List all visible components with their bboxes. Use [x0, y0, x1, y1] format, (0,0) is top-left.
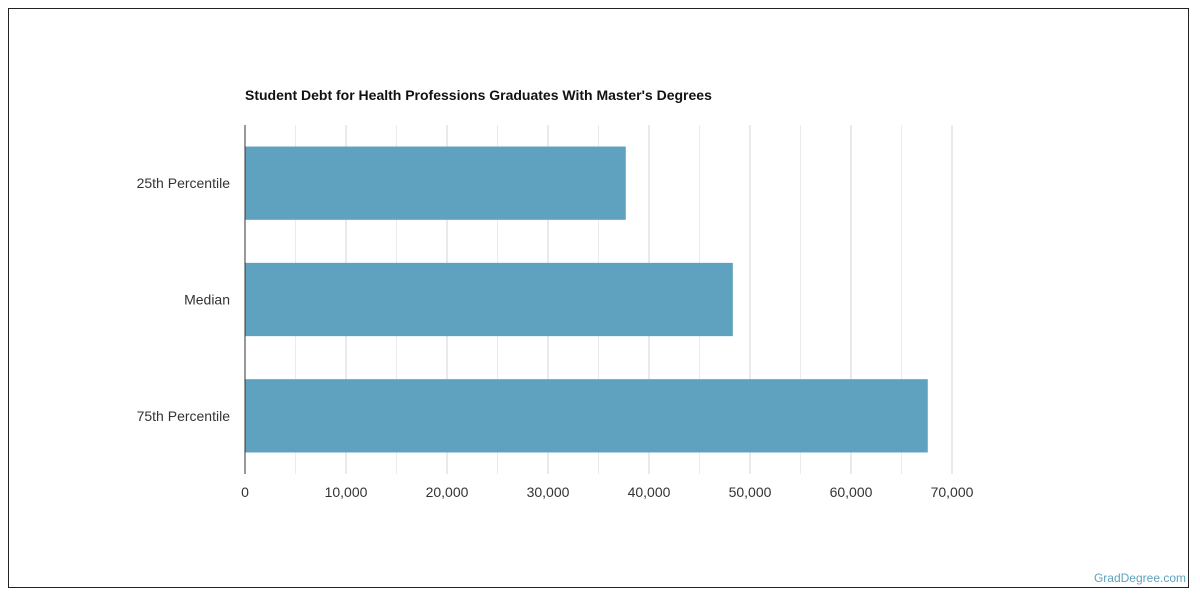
bar	[245, 146, 626, 220]
bar-layer	[245, 146, 928, 453]
category-label: 75th Percentile	[137, 408, 231, 424]
x-tick-label: 0	[241, 484, 249, 500]
bar	[245, 262, 733, 337]
bar-chart: 0 10,000 20,000 30,000 40,000 50,000 60,000 70,…	[137, 87, 1186, 585]
category-label: 25th Percentile	[137, 175, 231, 191]
x-tick-label: 50,000	[729, 484, 772, 500]
bar	[245, 379, 928, 453]
watermark-text[interactable]: GradDegree.com	[1094, 571, 1186, 585]
x-tick-label: 10,000	[325, 484, 368, 500]
category-label: Median	[184, 292, 230, 308]
x-tick-label: 40,000	[628, 484, 671, 500]
chart-frame: 0 10,000 20,000 30,000 40,000 50,000 60,000 70,…	[8, 8, 1189, 588]
axis-layer: 0 10,000 20,000 30,000 40,000 50,000 60,000 70,…	[137, 125, 974, 500]
x-tick-label: 20,000	[426, 484, 469, 500]
chart-title: Student Debt for Health Professions Grad…	[245, 87, 712, 103]
x-tick-label: 60,000	[830, 484, 873, 500]
x-tick-label: 30,000	[527, 484, 570, 500]
x-tick-label: 70,000	[931, 484, 974, 500]
